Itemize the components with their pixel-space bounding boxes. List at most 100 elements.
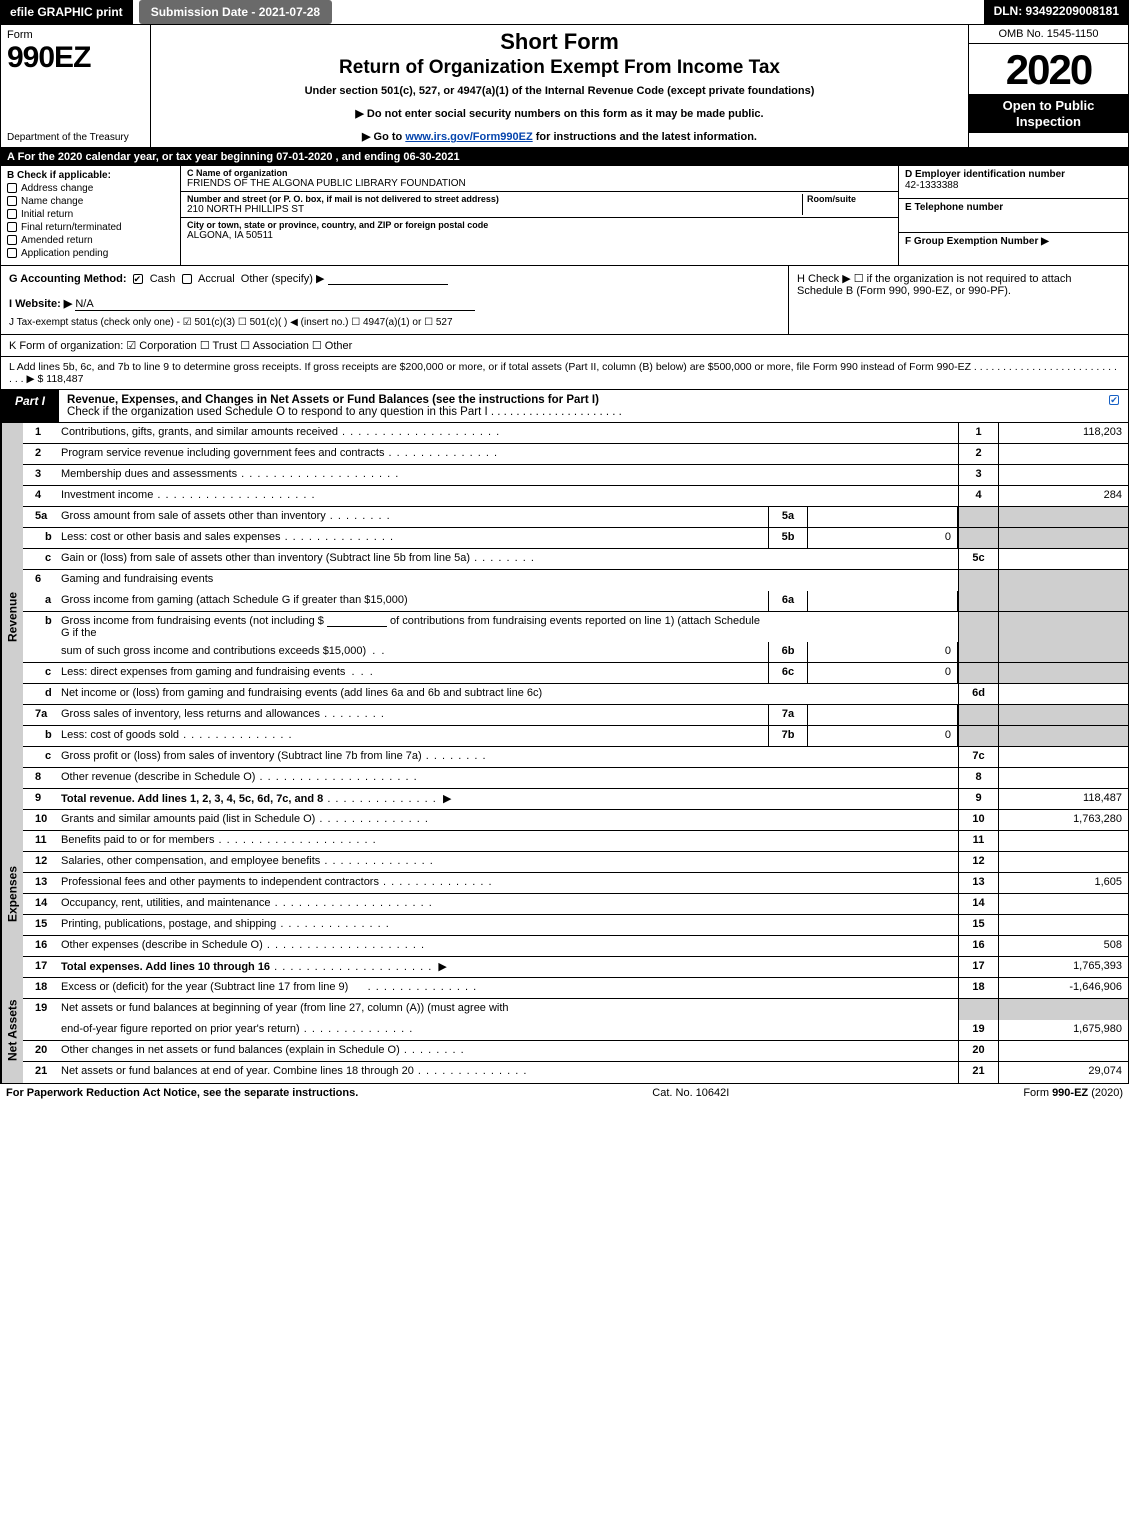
boxes-d-e-f: D Employer identification number 42-1333… xyxy=(898,166,1128,265)
part-i-tag: Part I xyxy=(1,390,59,422)
ein-value: 42-1333388 xyxy=(905,180,1122,191)
form-number: 990EZ xyxy=(7,41,144,75)
line-6c-value: 0 xyxy=(808,663,958,683)
part-i-check-line: Check if the organization used Schedule … xyxy=(67,406,622,418)
part-i-title: Revenue, Expenses, and Changes in Net As… xyxy=(59,390,1104,422)
box-d: D Employer identification number 42-1333… xyxy=(899,166,1128,199)
header-mid: Short Form Return of Organization Exempt… xyxy=(151,25,968,147)
room-label: Room/suite xyxy=(807,194,892,204)
box-b-label: B Check if applicable: xyxy=(7,170,174,181)
line-8-value xyxy=(998,768,1128,788)
line-3-value xyxy=(998,465,1128,485)
title-short-form: Short Form xyxy=(159,29,960,55)
line-6d-value xyxy=(998,684,1128,704)
city-label: City or town, state or province, country… xyxy=(187,220,892,230)
line-2-value xyxy=(998,444,1128,464)
line-6a-value xyxy=(808,591,958,611)
footer-mid: Cat. No. 10642I xyxy=(358,1087,1023,1099)
line-7b-value: 0 xyxy=(808,726,958,746)
side-expenses: Expenses xyxy=(1,810,23,978)
group-exemption-label: F Group Exemption Number ▶ xyxy=(905,236,1122,247)
line-1-value: 118,203 xyxy=(998,423,1128,443)
line-9-value: 118,487 xyxy=(998,789,1128,809)
line-21-value: 29,074 xyxy=(998,1062,1128,1083)
part-i-checkbox[interactable] xyxy=(1104,390,1128,422)
form-990ez: Form 990EZ Department of the Treasury Sh… xyxy=(0,24,1129,1084)
chk-initial-return[interactable]: Initial return xyxy=(7,209,174,220)
box-c: C Name of organization FRIENDS OF THE AL… xyxy=(181,166,898,265)
submission-date-pill: Submission Date - 2021-07-28 xyxy=(139,0,332,24)
row-l-text: L Add lines 5b, 6c, and 7b to line 9 to … xyxy=(9,361,1117,385)
goto-link[interactable]: ▶ Go to www.irs.gov/Form990EZ for instru… xyxy=(159,130,960,143)
chk-amended-return[interactable]: Amended return xyxy=(7,235,174,246)
ssn-warning: ▶ Do not enter social security numbers o… xyxy=(159,107,960,120)
box-f: F Group Exemption Number ▶ xyxy=(899,233,1128,265)
omb-number: OMB No. 1545-1150 xyxy=(969,25,1128,44)
side-net-assets: Net Assets xyxy=(1,978,23,1083)
line-15-value xyxy=(998,915,1128,935)
org-name: FRIENDS OF THE ALGONA PUBLIC LIBRARY FOU… xyxy=(187,178,892,189)
phone-label: E Telephone number xyxy=(905,202,1122,213)
box-b: B Check if applicable: Address change Na… xyxy=(1,166,181,265)
street-label: Number and street (or P. O. box, if mail… xyxy=(187,194,802,204)
chk-application-pending[interactable]: Application pending xyxy=(7,248,174,259)
line-19-value: 1,675,980 xyxy=(998,1020,1128,1040)
row-a-tax-year: A For the 2020 calendar year, or tax yea… xyxy=(1,148,1128,166)
header-right: OMB No. 1545-1150 2020 Open to Public In… xyxy=(968,25,1128,147)
row-j: J Tax-exempt status (check only one) - ☑… xyxy=(9,317,780,328)
line-11-value xyxy=(998,831,1128,851)
revenue-section: Revenue 1Contributions, gifts, grants, a… xyxy=(1,423,1128,810)
irs-link[interactable]: www.irs.gov/Form990EZ xyxy=(405,131,532,143)
line-5b-value: 0 xyxy=(808,528,958,548)
org-name-label: C Name of organization xyxy=(187,168,892,178)
rows-g-h: G Accounting Method: Cash Accrual Other … xyxy=(1,266,1128,335)
line-7a-value xyxy=(808,705,958,725)
line-13-value: 1,605 xyxy=(998,873,1128,893)
other-specify-blank[interactable] xyxy=(328,273,448,285)
tax-year: 2020 xyxy=(969,44,1128,94)
title-return: Return of Organization Exempt From Incom… xyxy=(159,57,960,79)
boxes-b-through-f: B Check if applicable: Address change Na… xyxy=(1,166,1128,266)
line-5c-value xyxy=(998,549,1128,569)
chk-accrual[interactable] xyxy=(182,274,192,284)
row-k: K Form of organization: ☑ Corporation ☐ … xyxy=(1,335,1128,357)
website-value: N/A xyxy=(75,298,475,311)
city-value: ALGONA, IA 50511 xyxy=(187,230,892,241)
subtitle: Under section 501(c), 527, or 4947(a)(1)… xyxy=(159,85,960,97)
chk-address-change[interactable]: Address change xyxy=(7,183,174,194)
line-12-value xyxy=(998,852,1128,872)
dept-treasury: Department of the Treasury xyxy=(7,132,144,143)
row-l-amount: $ 118,487 xyxy=(38,373,84,385)
header-left: Form 990EZ Department of the Treasury xyxy=(1,25,151,147)
footer-left: For Paperwork Reduction Act Notice, see … xyxy=(6,1087,358,1099)
line-6b-value: 0 xyxy=(808,642,958,662)
net-assets-section: Net Assets 18Excess or (deficit) for the… xyxy=(1,978,1128,1083)
efile-print-button[interactable]: efile GRAPHIC print xyxy=(0,0,133,24)
form-header: Form 990EZ Department of the Treasury Sh… xyxy=(1,25,1128,148)
page-footer: For Paperwork Reduction Act Notice, see … xyxy=(0,1084,1129,1102)
chk-cash[interactable] xyxy=(133,274,143,284)
expenses-section: Expenses 10Grants and similar amounts pa… xyxy=(1,810,1128,978)
line-14-value xyxy=(998,894,1128,914)
row-h: H Check ▶ ☐ if the organization is not r… xyxy=(788,266,1128,334)
line-7c-value xyxy=(998,747,1128,767)
part-i-header: Part I Revenue, Expenses, and Changes in… xyxy=(1,390,1128,423)
open-to-public: Open to Public Inspection xyxy=(969,94,1128,133)
ein-label: D Employer identification number xyxy=(905,169,1122,180)
line-18-value: -1,646,906 xyxy=(998,978,1128,998)
line-20-value xyxy=(998,1041,1128,1061)
row-l: L Add lines 5b, 6c, and 7b to line 9 to … xyxy=(1,357,1128,390)
line-10-value: 1,763,280 xyxy=(998,810,1128,830)
line-5a-value xyxy=(808,507,958,527)
g-label: G Accounting Method: xyxy=(9,273,127,285)
chk-final-return[interactable]: Final return/terminated xyxy=(7,222,174,233)
dln-label: DLN: 93492209008181 xyxy=(984,0,1129,24)
chk-name-change[interactable]: Name change xyxy=(7,196,174,207)
footer-right: Form 990-EZ (2020) xyxy=(1023,1087,1123,1099)
side-revenue: Revenue xyxy=(1,423,23,810)
box-e: E Telephone number xyxy=(899,199,1128,232)
form-word: Form xyxy=(7,29,144,41)
street-value: 210 NORTH PHILLIPS ST xyxy=(187,204,802,215)
top-bar: efile GRAPHIC print Submission Date - 20… xyxy=(0,0,1129,24)
line-17-value: 1,765,393 xyxy=(998,957,1128,977)
